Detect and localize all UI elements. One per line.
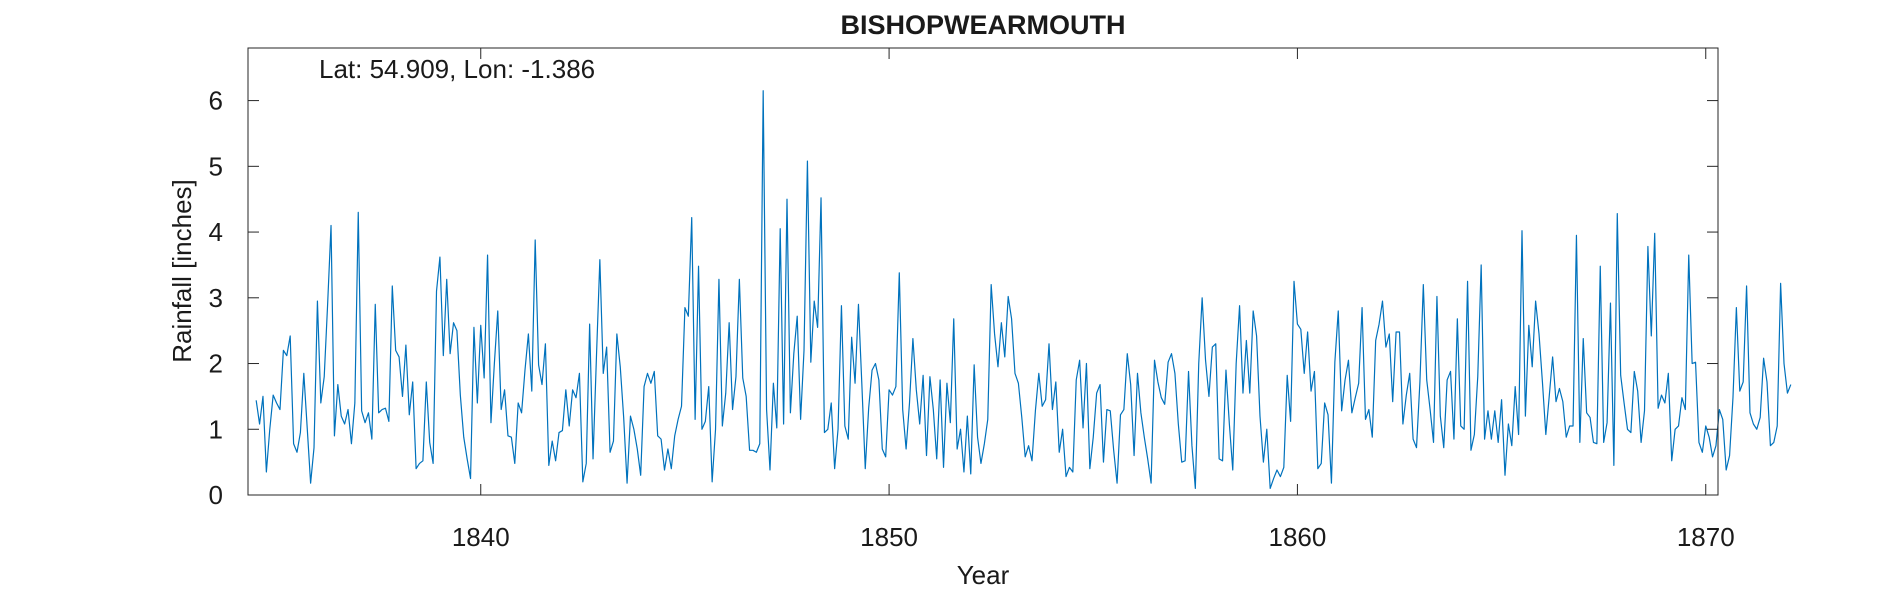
y-tick-label: 0: [209, 480, 223, 510]
y-tick-label: 5: [209, 151, 223, 181]
y-tick-label: 6: [209, 86, 223, 116]
x-tick-label: 1840: [452, 522, 510, 552]
y-tick-label: 2: [209, 349, 223, 379]
plot-area: [248, 48, 1718, 495]
y-axis-label: Rainfall [inches]: [167, 179, 197, 363]
y-tick-label: 3: [209, 283, 223, 313]
y-tick-label: 4: [209, 217, 223, 247]
axis-ticks: 1840 1850 1860 1870 0 1 2 3 4 5 6: [209, 48, 1735, 552]
x-axis-label: Year: [957, 560, 1010, 590]
axes-box: [247, 47, 1719, 496]
x-tick-label: 1850: [860, 522, 918, 552]
x-tick-label: 1860: [1268, 522, 1326, 552]
x-tick-label: 1870: [1677, 522, 1735, 552]
chart-title: BISHOPWEARMOUTH: [841, 10, 1126, 40]
rainfall-series-line: [255, 90, 1792, 490]
location-annotation: Lat: 54.909, Lon: -1.386: [319, 54, 595, 84]
chart-marks: [255, 90, 1792, 490]
y-tick-label: 1: [209, 414, 223, 444]
